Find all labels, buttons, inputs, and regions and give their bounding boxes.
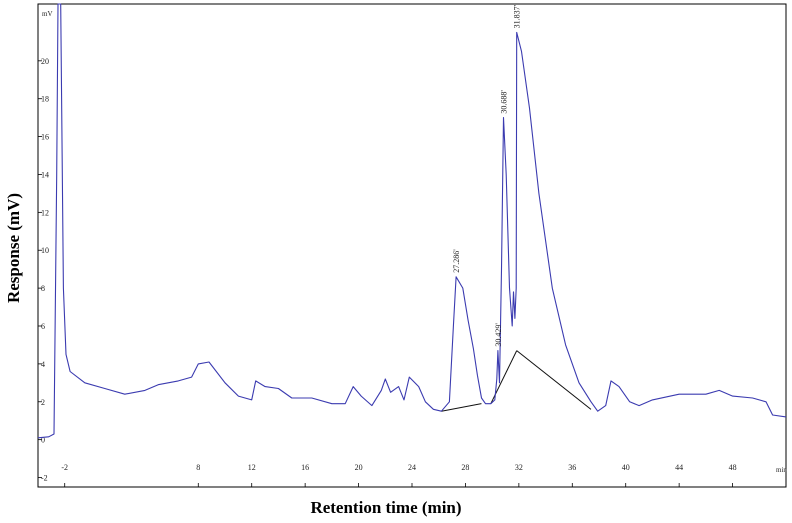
- series-line: [37, 3, 787, 439]
- y-tick-label: 18: [41, 95, 49, 104]
- y-unit-label: mV: [42, 10, 53, 18]
- x-tick-label: 8: [196, 463, 200, 472]
- y-tick-label: 20: [41, 57, 49, 66]
- peak-label: 30.688': [499, 90, 508, 114]
- x-tick-label: -2: [61, 463, 68, 472]
- x-unit-label: min: [776, 466, 787, 474]
- peak-labels: 27.286' 30.429' 30.688' 31.837': [452, 4, 522, 346]
- peak-label: 31.837': [513, 4, 522, 28]
- x-tick-label: 20: [355, 463, 363, 472]
- y-axis-title: Response (mV): [4, 193, 23, 303]
- x-tick-label: 48: [729, 463, 737, 472]
- y-tick-label: 16: [41, 133, 49, 142]
- plot-frame: [37, 3, 787, 488]
- y-tick-label: 6: [41, 322, 45, 331]
- x-tick-label: 28: [461, 463, 469, 472]
- y-axis-ticks: -2 0 2 4 6 8 10 12 14 16 18 20: [38, 57, 49, 483]
- x-tick-label: 44: [675, 463, 683, 472]
- y-tick-label: 14: [41, 170, 49, 179]
- y-tick-label: 0: [41, 436, 45, 445]
- series-group: [37, 3, 787, 439]
- y-tick-label: 8: [41, 284, 45, 293]
- y-tick-label: 4: [41, 360, 45, 369]
- y-tick-label: 10: [41, 246, 49, 255]
- integration-baselines: [441, 350, 592, 412]
- x-axis-title: Retention time (min): [310, 498, 461, 517]
- x-tick-label: 12: [248, 463, 256, 472]
- plot-border: [37, 3, 787, 488]
- y-tick-label: -2: [41, 474, 48, 483]
- baseline-segment: [441, 403, 482, 412]
- y-tick-label: 12: [41, 208, 49, 217]
- x-tick-label: 36: [568, 463, 576, 472]
- x-tick-label: 40: [622, 463, 630, 472]
- peak-label: 27.286': [452, 249, 461, 273]
- x-tick-label: 16: [301, 463, 309, 472]
- y-tick-label: 2: [41, 398, 45, 407]
- x-tick-label: 32: [515, 463, 523, 472]
- peak-label: 30.429': [494, 323, 503, 347]
- baseline-segment: [516, 350, 592, 410]
- x-axis-ticks: -2 8 12 16 20 24 28 32 36 40 44 48: [61, 463, 737, 487]
- x-tick-label: 24: [408, 463, 416, 472]
